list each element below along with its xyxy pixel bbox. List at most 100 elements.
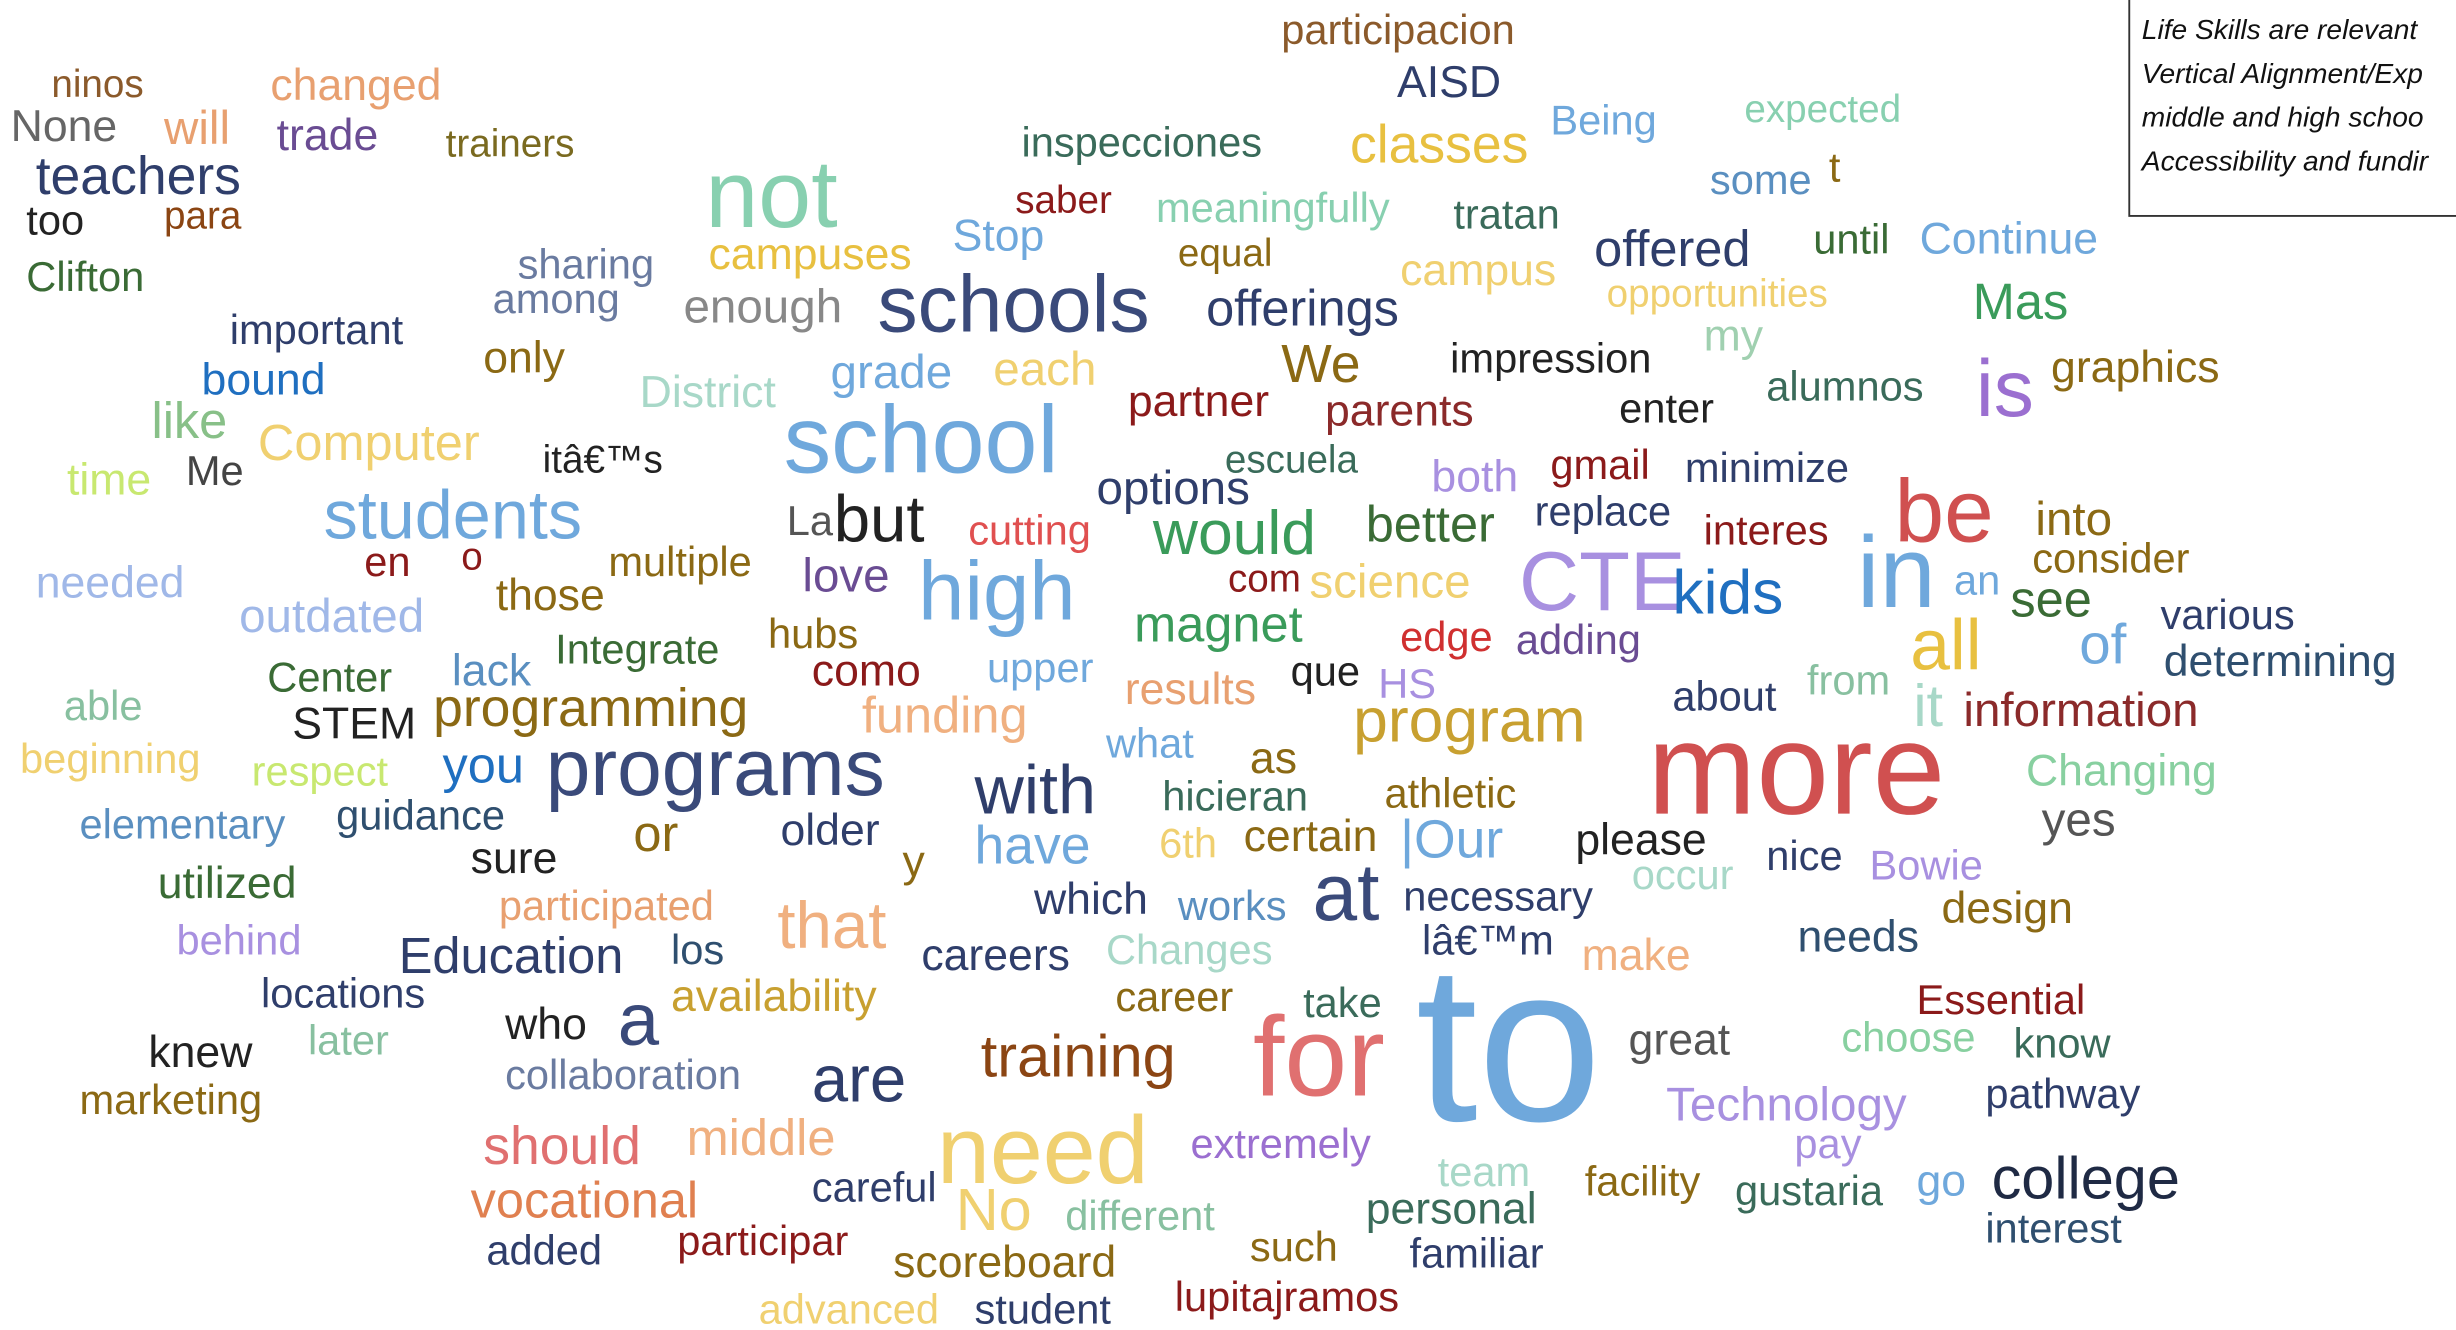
- word: o: [461, 536, 482, 579]
- word: Integrate: [555, 625, 719, 672]
- word: HS: [1378, 660, 1436, 707]
- word: later: [308, 1017, 389, 1064]
- word: necessary: [1403, 873, 1593, 920]
- word: an: [1954, 557, 2000, 604]
- word: minimize: [1685, 444, 1849, 491]
- word: tratan: [1453, 190, 1559, 237]
- word: sharing: [518, 241, 654, 288]
- word: choose: [1841, 1013, 1975, 1060]
- word: which: [1033, 875, 1148, 924]
- word: 6th: [1159, 819, 1217, 866]
- word: great: [1629, 1016, 1731, 1065]
- word: each: [993, 343, 1096, 396]
- word: en: [364, 538, 410, 585]
- word: know: [2013, 1020, 2111, 1067]
- word: lâ€™m: [1422, 916, 1554, 963]
- word: too: [26, 197, 84, 244]
- word: it: [1913, 672, 1943, 739]
- word: None: [11, 102, 118, 151]
- word: works: [1177, 882, 1287, 929]
- word: los: [671, 926, 724, 973]
- word: various: [2161, 591, 2295, 638]
- word: programs: [546, 723, 885, 813]
- word: marketing: [80, 1076, 263, 1123]
- word: make: [1582, 931, 1691, 980]
- word: escuela: [1225, 439, 1359, 482]
- word: not: [705, 142, 837, 248]
- word: upper: [987, 644, 1094, 691]
- word: trainers: [446, 122, 575, 165]
- word: would: [1152, 498, 1316, 568]
- word: program: [1353, 686, 1585, 756]
- word: alumnos: [1766, 363, 1923, 410]
- word: lack: [452, 646, 532, 695]
- note-box: Life Skills are relevant Vertical Alignm…: [2128, 0, 2456, 217]
- word: college: [1992, 1145, 2180, 1212]
- word: participated: [499, 882, 714, 929]
- word: please: [1575, 815, 1706, 864]
- word: careful: [812, 1164, 937, 1211]
- word: need: [937, 1098, 1149, 1204]
- word: student: [975, 1286, 1112, 1330]
- word: campuses: [709, 230, 912, 279]
- word: who: [504, 1000, 587, 1049]
- word: students: [324, 477, 582, 553]
- word: changed: [270, 61, 441, 110]
- word: locations: [261, 970, 425, 1017]
- word: com: [1228, 557, 1301, 600]
- word: inspecciones: [1021, 118, 1262, 165]
- word: of: [2079, 612, 2126, 675]
- word: better: [1366, 495, 1495, 552]
- word: as: [1250, 734, 1297, 783]
- word: consider: [2032, 535, 2189, 582]
- word: vocational: [471, 1171, 698, 1228]
- word: about: [1672, 672, 1777, 719]
- word: schools: [878, 260, 1150, 350]
- word: AISD: [1397, 58, 1501, 107]
- note-line: Life Skills are relevant: [2142, 14, 2419, 45]
- word: scoreboard: [893, 1238, 1116, 1287]
- word: have: [975, 817, 1091, 876]
- word: for: [1253, 993, 1385, 1119]
- word: cutting: [968, 507, 1091, 554]
- word: saber: [1015, 179, 1112, 222]
- word: advanced: [759, 1286, 939, 1330]
- word: will: [163, 102, 230, 155]
- word: We: [1281, 335, 1360, 394]
- word: edge: [1400, 613, 1493, 660]
- word: is: [1976, 344, 2034, 434]
- word: Education: [399, 927, 624, 984]
- word: able: [64, 682, 143, 729]
- word: que: [1291, 647, 1360, 694]
- word: pathway: [1985, 1070, 2140, 1117]
- word: Essential: [1916, 976, 2085, 1023]
- word: at: [1312, 848, 1379, 938]
- word: career: [1115, 973, 1233, 1020]
- word: in: [1857, 517, 1936, 629]
- word: knew: [148, 1028, 253, 1077]
- word: multiple: [608, 538, 751, 585]
- word: yes: [2042, 794, 2116, 847]
- word: all: [1910, 606, 1981, 686]
- word: are: [812, 1043, 907, 1116]
- word: guidance: [336, 791, 505, 838]
- word: gmail: [1550, 441, 1649, 488]
- word: time: [67, 455, 151, 504]
- word: funding: [862, 686, 1028, 743]
- word: beginning: [20, 735, 200, 782]
- word: campus: [1400, 246, 1556, 295]
- word: behind: [177, 916, 302, 963]
- word: como: [812, 646, 921, 695]
- word: collaboration: [505, 1051, 741, 1098]
- word: but: [834, 482, 925, 555]
- word: expected: [1744, 88, 1901, 131]
- word: parents: [1325, 387, 1474, 436]
- word: Technology: [1666, 1078, 1907, 1131]
- word: partner: [1128, 377, 1269, 426]
- word: impression: [1450, 334, 1651, 381]
- word: Changes: [1106, 926, 1273, 973]
- word: options: [1097, 462, 1250, 515]
- word: from: [1807, 657, 1890, 704]
- word: interes: [1704, 507, 1829, 554]
